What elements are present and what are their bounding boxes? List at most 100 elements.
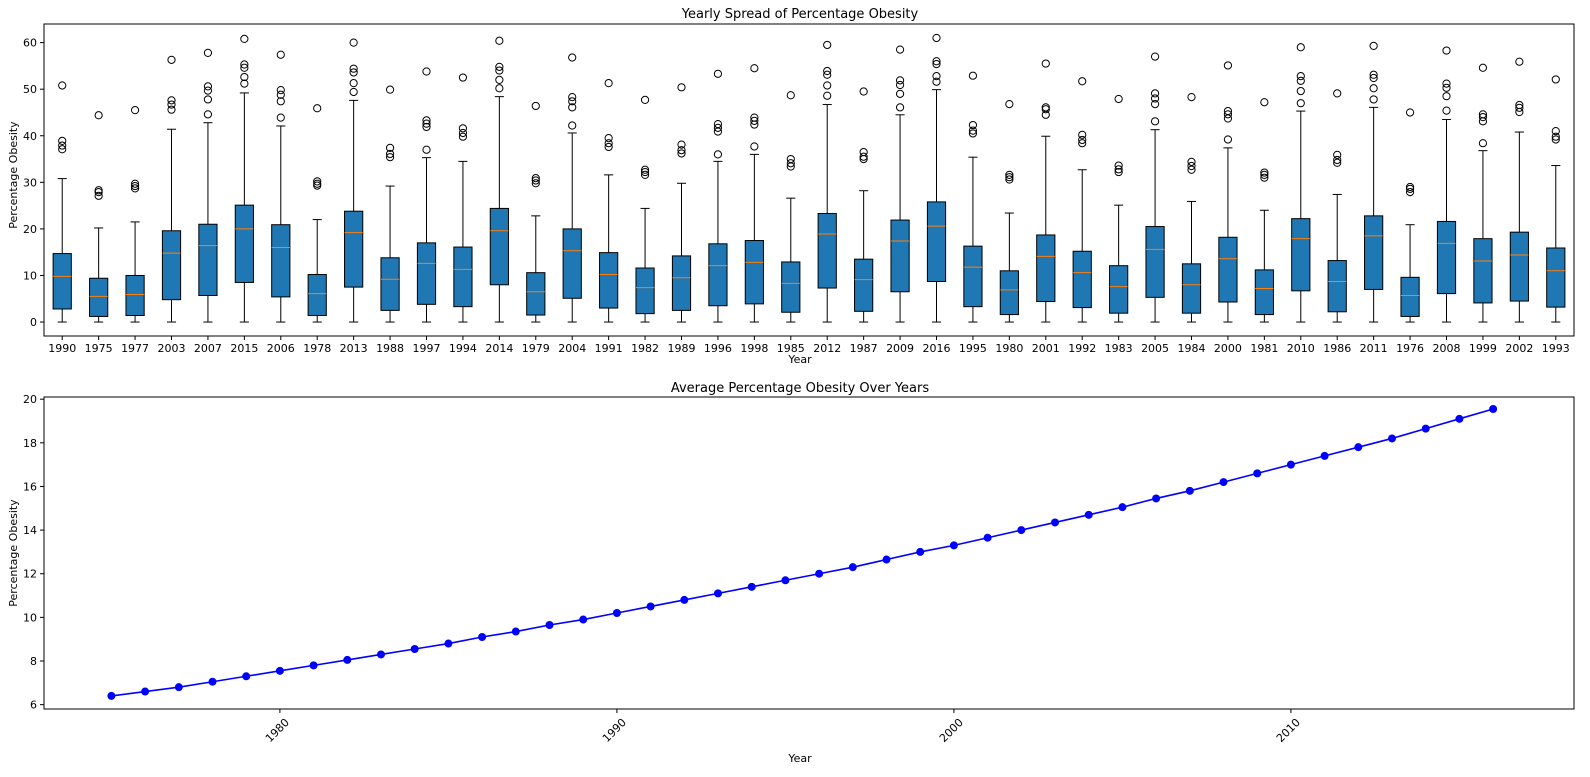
series-point: [882, 555, 891, 564]
outlier-point: [58, 145, 67, 154]
box-2005: [1145, 52, 1165, 323]
box-rect: [489, 207, 509, 286]
chart1-plot-frame: [43, 23, 1575, 337]
y-tick-label: 30: [23, 176, 37, 189]
box-rect: [562, 228, 582, 299]
x-tick-label: 1980: [263, 716, 292, 745]
box-rect: [1364, 215, 1384, 290]
outlier-point: [750, 113, 759, 122]
outlier-point: [240, 60, 249, 69]
x-tick-label: 2001: [1032, 342, 1060, 355]
outlier-point: [1005, 170, 1014, 179]
outlier-point: [640, 165, 650, 174]
box-rect: [708, 243, 728, 307]
x-tick-label: 1979: [522, 342, 550, 355]
box-rect: [1036, 234, 1056, 303]
outlier-point: [1223, 114, 1233, 123]
outlier-point: [640, 170, 650, 179]
outlier-point: [568, 103, 577, 112]
outlier-point: [1187, 157, 1196, 166]
box-rect: [926, 201, 947, 283]
x-tick-label: 1986: [1323, 342, 1351, 355]
outlier-point: [385, 149, 395, 159]
y-tick-label: 14: [23, 524, 37, 537]
series-line: [111, 408, 1494, 697]
box-2015: [234, 34, 254, 323]
box-1976: [1400, 108, 1420, 323]
outlier-point: [422, 122, 431, 132]
box-rect: [1473, 238, 1493, 304]
outlier-point: [895, 76, 905, 85]
series-point: [242, 672, 251, 681]
box-1979: [526, 101, 546, 323]
series-point: [1051, 518, 1060, 527]
outlier-point: [1551, 132, 1560, 141]
box-rect: [635, 267, 655, 315]
series-point: [1489, 405, 1498, 413]
outlier-point: [786, 91, 795, 100]
box-rect: [344, 210, 364, 288]
outlier-point: [94, 111, 103, 120]
series-point: [545, 621, 554, 629]
x-tick-label: 1977: [121, 342, 149, 355]
box-1999: [1473, 63, 1493, 323]
x-tick-label: 2015: [230, 342, 258, 355]
outlier-point: [568, 93, 577, 102]
y-tick-label: 20: [23, 223, 37, 236]
box-rect: [125, 274, 145, 317]
outlier-point: [1114, 165, 1123, 174]
line-chart: Average Percentage Obesity Over Years Pe…: [7, 381, 1575, 765]
x-tick-label: 1996: [704, 342, 732, 355]
outlier-point: [968, 126, 978, 135]
series-point: [275, 666, 284, 675]
series-point: [174, 683, 183, 692]
chart2-plot-frame: [43, 396, 1575, 710]
outlier-point: [1223, 135, 1233, 144]
outlier-point: [1369, 70, 1378, 79]
y-tick-label: 8: [30, 655, 37, 668]
outlier-point: [276, 90, 285, 99]
series-point: [410, 645, 419, 653]
x-tick-label: 1994: [449, 342, 477, 355]
x-tick-label: 1990: [48, 342, 76, 355]
y-tick-label: 10: [23, 269, 37, 282]
series-point: [815, 569, 824, 578]
outlier-point: [458, 73, 468, 82]
x-tick-label: 1981: [1250, 342, 1278, 355]
box-rect: [161, 230, 182, 301]
box-1985: [781, 91, 801, 323]
box-rect: [271, 224, 291, 298]
box-2012: [817, 40, 837, 323]
series-point: [1455, 414, 1464, 423]
series-point: [1219, 478, 1228, 487]
outlier-point: [1515, 100, 1524, 110]
outlier-point: [677, 83, 686, 92]
x-tick-label: 1983: [1105, 342, 1133, 355]
series-point: [714, 589, 723, 598]
box-2009: [890, 45, 910, 323]
x-tick-label: 1999: [1469, 342, 1497, 355]
chart2-ylabel: Percentage Obesity: [7, 499, 20, 607]
box-rect: [1109, 265, 1129, 314]
outlier-point: [1005, 99, 1014, 109]
x-tick-label: 2010: [1274, 716, 1303, 745]
series-point: [848, 563, 857, 572]
x-tick-label: 1988: [376, 342, 404, 355]
x-tick-label: 1991: [595, 342, 623, 355]
x-tick-label: 2005: [1141, 342, 1169, 355]
box-rect: [744, 240, 764, 305]
x-tick-label: 2011: [1360, 342, 1388, 355]
outlier-point: [859, 87, 868, 96]
series-point: [1185, 486, 1194, 495]
outlier-point: [823, 91, 832, 100]
box-2013: [344, 38, 364, 323]
outlier-point: [932, 57, 941, 66]
outlier-point: [1296, 86, 1305, 96]
outlier-point: [1223, 110, 1233, 119]
chart1-ylabel: Percentage Obesity: [7, 121, 20, 229]
box-rect: [999, 270, 1019, 316]
box-rect: [89, 277, 109, 317]
outlier-point: [1296, 99, 1305, 108]
outlier-point: [1187, 161, 1196, 171]
box-rect: [1509, 231, 1529, 302]
